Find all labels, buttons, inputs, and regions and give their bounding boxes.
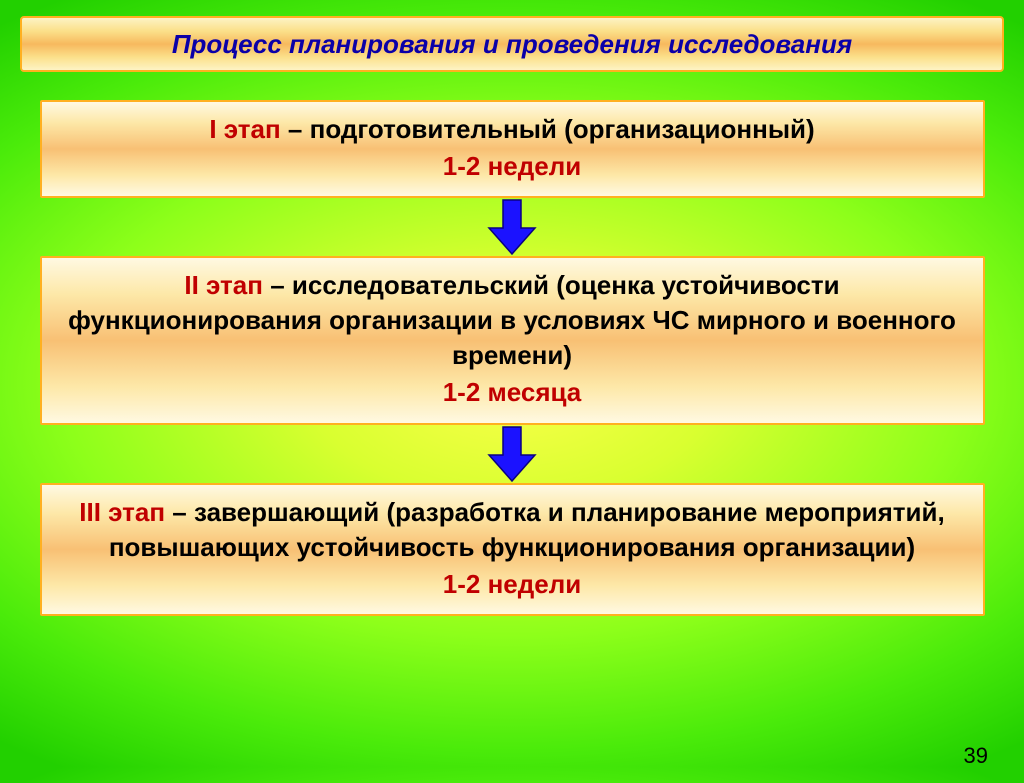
stage-2-label: II этап	[184, 270, 263, 300]
stage-1-desc: – подготовительный (организационный)	[281, 114, 815, 144]
page-number: 39	[964, 743, 988, 769]
stage-1-label: I этап	[209, 114, 280, 144]
arrow-path	[489, 427, 535, 481]
stage-box-2: II этап – исследовательский (оценка усто…	[40, 256, 985, 424]
arrow-down-icon	[485, 198, 539, 256]
title-bar: Процесс планирования и проведения исслед…	[20, 16, 1004, 72]
stage-2-duration: 1-2 месяца	[68, 375, 957, 410]
stage-box-1: I этап – подготовительный (организационн…	[40, 100, 985, 198]
spacer	[0, 72, 1024, 100]
arrow-1-wrap	[0, 198, 1024, 256]
title-text: Процесс планирования и проведения исслед…	[172, 29, 852, 60]
stage-1-duration: 1-2 недели	[68, 149, 957, 184]
arrow-path	[489, 200, 535, 254]
stage-3-label: III этап	[79, 497, 165, 527]
stage-box-3: III этап – завершающий (разработка и пла…	[40, 483, 985, 616]
arrow-2-wrap	[0, 425, 1024, 483]
arrow-down-icon	[485, 425, 539, 483]
stage-3-duration: 1-2 недели	[68, 567, 957, 602]
stage-3-desc: – завершающий (разработка и планирование…	[109, 497, 945, 562]
